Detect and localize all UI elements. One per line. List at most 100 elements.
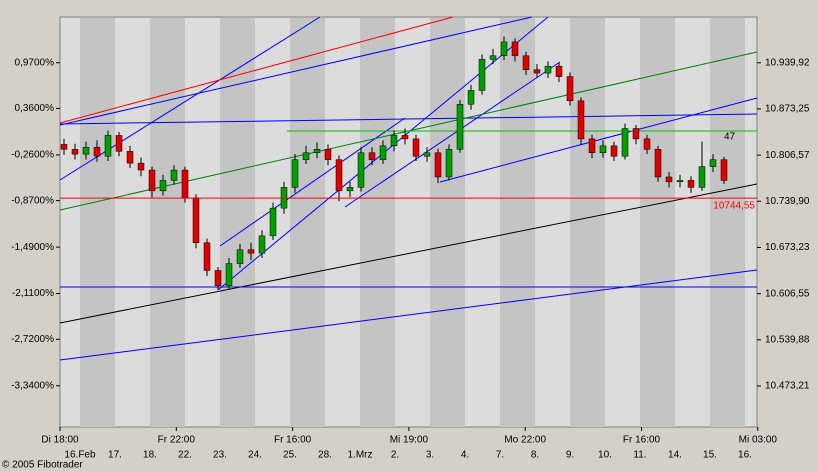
candle-body bbox=[599, 145, 607, 153]
day-band bbox=[430, 18, 465, 427]
candle-body bbox=[71, 149, 79, 155]
candle-body bbox=[313, 149, 321, 153]
candle-body bbox=[709, 159, 717, 167]
day-band bbox=[500, 18, 535, 427]
candle-body bbox=[522, 55, 530, 70]
y2-tick-label: -2,7200% bbox=[11, 334, 54, 345]
x-date-label: 15. bbox=[703, 450, 717, 461]
x-date-label: 17. bbox=[108, 450, 122, 461]
candle-body bbox=[423, 152, 431, 157]
x-time-label: Mi 19:00 bbox=[390, 435, 429, 446]
trend-line bbox=[439, 97, 758, 183]
candle-body bbox=[489, 55, 497, 60]
y-tick-label: 10.673,23 bbox=[765, 242, 810, 253]
candle-body bbox=[412, 138, 420, 157]
candle-body bbox=[214, 270, 222, 286]
x-time-label: Di 18:00 bbox=[41, 435, 79, 446]
candle-body bbox=[654, 149, 662, 178]
day-band bbox=[150, 18, 185, 427]
candle-body bbox=[445, 149, 453, 178]
x-date-label: 4. bbox=[461, 450, 469, 461]
annotation: 47 bbox=[724, 132, 736, 143]
candle-body bbox=[544, 65, 552, 74]
candle-body bbox=[566, 76, 574, 102]
candle-body bbox=[291, 159, 299, 188]
y-tick-label: 10.539,88 bbox=[765, 334, 810, 345]
candle-body bbox=[401, 135, 409, 140]
candle-body bbox=[302, 152, 310, 160]
candle-body bbox=[126, 151, 134, 164]
x-date-label: 14. bbox=[668, 450, 682, 461]
candle-body bbox=[258, 235, 266, 254]
candle-body bbox=[104, 135, 112, 157]
day-bands bbox=[80, 18, 745, 427]
y2-tick-label: -0,8700% bbox=[11, 195, 54, 206]
candle-body bbox=[324, 149, 332, 160]
x-date-label: 28. bbox=[318, 450, 332, 461]
trend-line bbox=[59, 183, 758, 324]
y2-tick-label: -2,1100% bbox=[12, 288, 54, 299]
candle-body bbox=[555, 65, 563, 77]
candle-body bbox=[698, 166, 706, 188]
trend-line bbox=[59, 113, 758, 125]
candle-body bbox=[170, 169, 178, 181]
candle-body bbox=[467, 90, 475, 105]
x-date-label: 24. bbox=[248, 450, 262, 461]
trend-line bbox=[59, 16, 321, 181]
y2-tick-label: -3,3400% bbox=[11, 380, 54, 391]
candle-body bbox=[159, 180, 167, 192]
candle-body bbox=[533, 69, 541, 74]
candle-body bbox=[665, 176, 673, 183]
y-tick-label: 10.939,92 bbox=[765, 57, 810, 68]
y-tick-label: 10.473,21 bbox=[765, 381, 810, 392]
candle-body bbox=[390, 135, 398, 147]
candle-body bbox=[632, 128, 640, 140]
x-time-label: Mo 22:00 bbox=[504, 435, 546, 446]
trend-line bbox=[59, 16, 533, 126]
candle-body bbox=[137, 162, 145, 171]
x-date-label: 10. bbox=[598, 450, 612, 461]
x-date-label: 16. bbox=[738, 450, 752, 461]
candle-body bbox=[346, 187, 354, 192]
candle-body bbox=[247, 249, 255, 254]
trend-line bbox=[344, 61, 561, 208]
x-date-label: 2. bbox=[391, 450, 399, 461]
day-band bbox=[570, 18, 605, 427]
day-band bbox=[710, 18, 745, 427]
x-time-label: Fr 16:00 bbox=[274, 435, 312, 446]
candle-body bbox=[610, 145, 618, 157]
candle-body bbox=[511, 41, 519, 57]
candle-body bbox=[82, 146, 90, 155]
day-band bbox=[640, 18, 675, 427]
x-time-label: Fr 22:00 bbox=[158, 435, 196, 446]
x-date-label: 3. bbox=[426, 450, 434, 461]
candle-body bbox=[115, 135, 123, 152]
trend-line bbox=[219, 117, 406, 247]
y2-tick-label: 0,3600% bbox=[15, 103, 55, 114]
x-date-label: 8. bbox=[531, 450, 539, 461]
candle-body bbox=[621, 128, 629, 157]
candle-body bbox=[335, 159, 343, 192]
candle-body bbox=[357, 152, 365, 188]
y-tick-label: 10.806,57 bbox=[765, 150, 810, 161]
y-tick-label: 10.873,25 bbox=[765, 104, 810, 115]
day-band bbox=[290, 18, 325, 427]
candle-body bbox=[588, 138, 596, 153]
x-date-label: 7. bbox=[496, 450, 504, 461]
candle-body bbox=[676, 180, 684, 183]
candle-body bbox=[577, 100, 585, 140]
candle-body bbox=[368, 152, 376, 160]
x-date-label: 16.Feb bbox=[64, 450, 96, 461]
footer: © 2005 Fibotrader bbox=[2, 460, 83, 471]
day-band bbox=[80, 18, 115, 427]
price-line-label: 10744,55 bbox=[713, 201, 755, 212]
y2-tick-label: -0,2600% bbox=[11, 150, 54, 161]
y-tick-label: 10.606,55 bbox=[765, 288, 810, 299]
trend-line bbox=[59, 269, 758, 361]
candle-body bbox=[434, 152, 442, 178]
x-date-label: 1.Mrz bbox=[348, 450, 373, 461]
y2-tick-label: -1,4900% bbox=[11, 242, 54, 253]
trend-line bbox=[59, 16, 454, 124]
y2-tick-label: 0,9700% bbox=[15, 57, 55, 68]
candle-body bbox=[203, 242, 211, 271]
